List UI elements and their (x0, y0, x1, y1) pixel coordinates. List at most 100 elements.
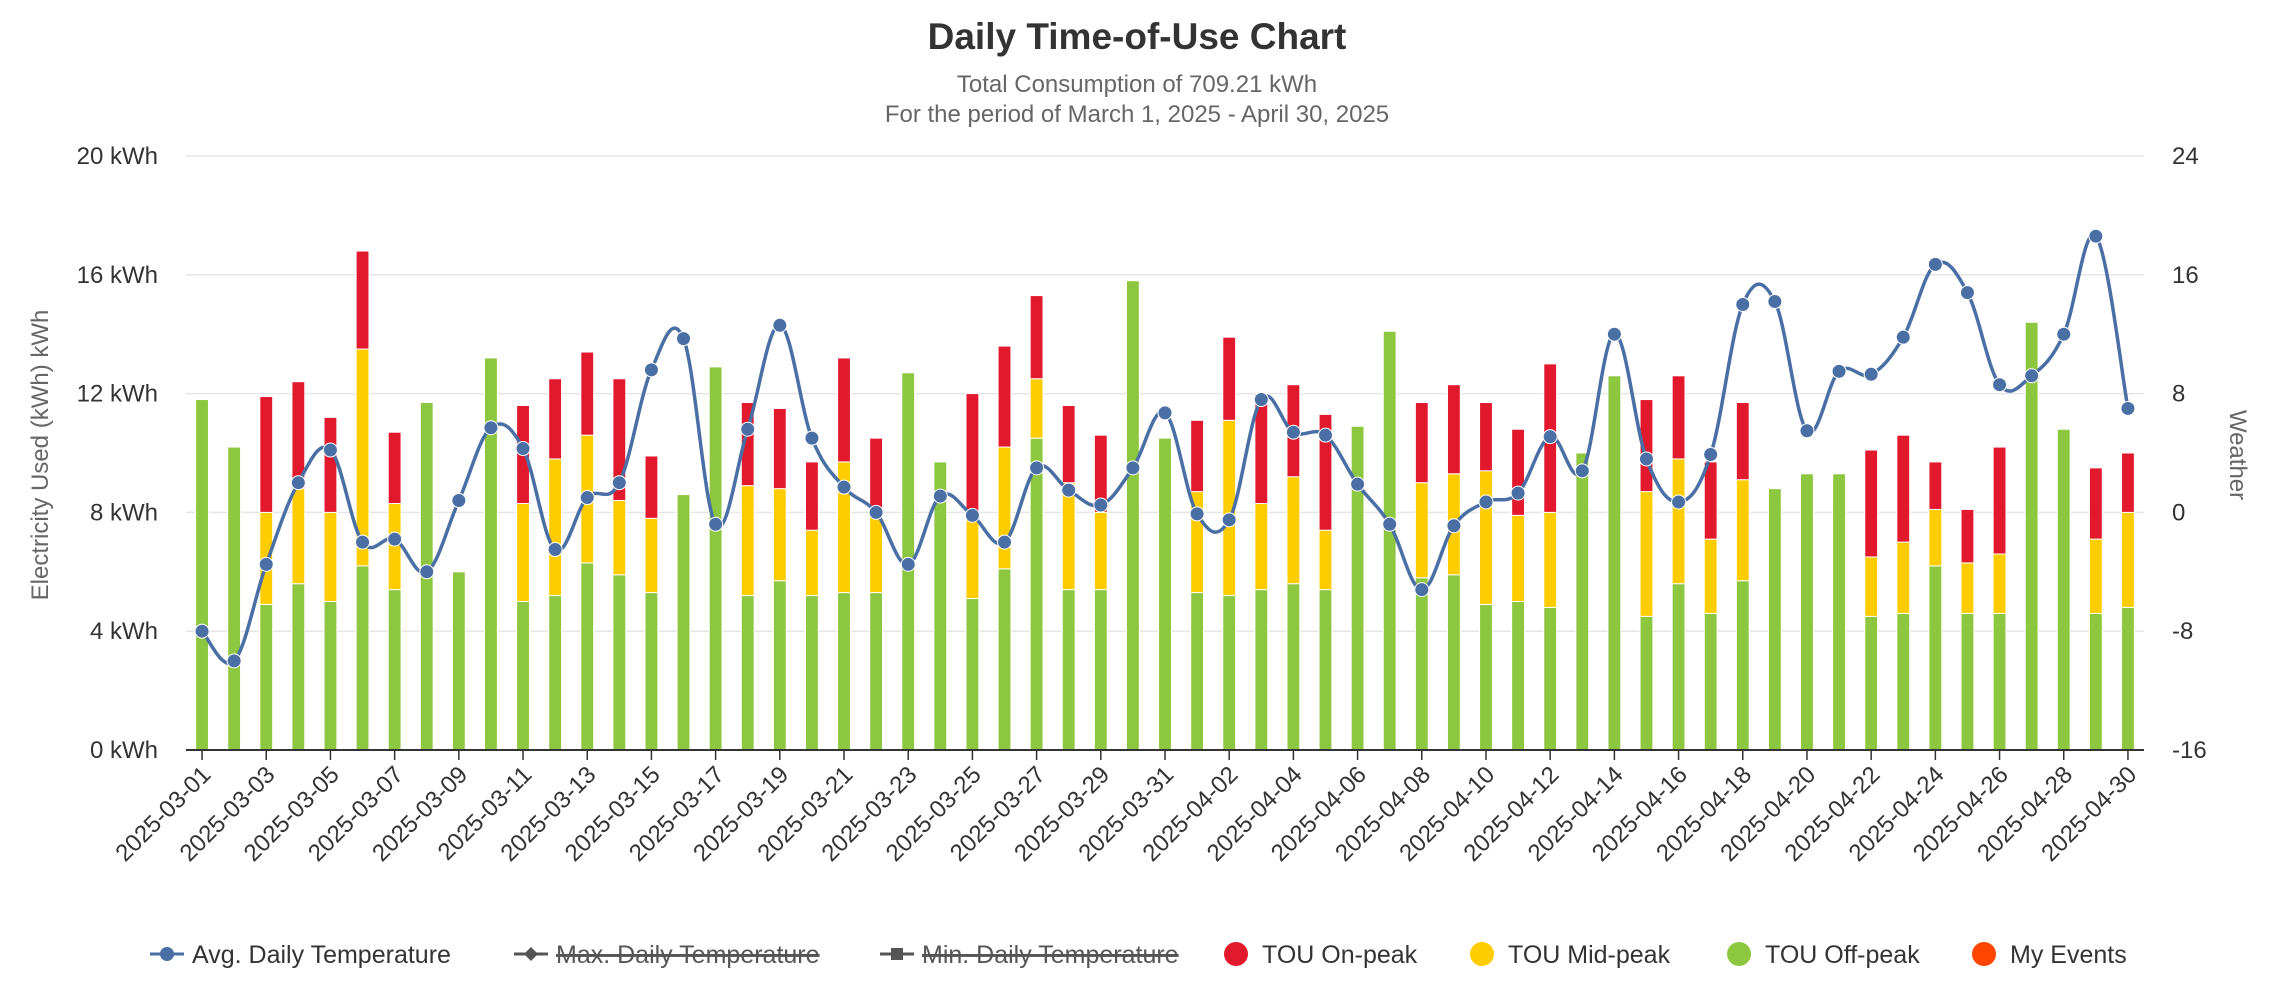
bar-segment-tou-on-peak[interactable] (1318, 413, 1333, 531)
temperature-point[interactable] (1895, 329, 1911, 345)
temperature-point[interactable] (1959, 285, 1975, 301)
temperature-point[interactable] (1831, 363, 1847, 379)
bar-segment-tou-on-peak[interactable] (387, 431, 402, 504)
temperature-point[interactable] (997, 534, 1013, 550)
bar-segment-tou-off-peak[interactable] (1286, 583, 1301, 751)
bar-segment-tou-off-peak[interactable] (1382, 330, 1397, 751)
temperature-point[interactable] (515, 441, 531, 457)
bar-segment-tou-mid-peak[interactable] (1318, 529, 1333, 591)
bar-segment-tou-off-peak[interactable] (1511, 601, 1526, 751)
bar-segment-tou-mid-peak[interactable] (1960, 562, 1975, 614)
bar-segment-tou-mid-peak[interactable] (1286, 476, 1301, 585)
bar-segment-tou-off-peak[interactable] (2088, 612, 2103, 751)
bar-segment-tou-off-peak[interactable] (1061, 589, 1076, 751)
temperature-point[interactable] (804, 430, 820, 446)
bar-segment-tou-off-peak[interactable] (1125, 280, 1140, 751)
temperature-point[interactable] (1767, 294, 1783, 310)
temperature-point[interactable] (258, 556, 274, 572)
bar-segment-tou-off-peak[interactable] (259, 603, 274, 751)
bar-segment-tou-off-peak[interactable] (644, 592, 659, 751)
bar-segment-tou-off-peak[interactable] (516, 601, 530, 751)
bar-segment-tou-mid-peak[interactable] (323, 511, 338, 603)
bar-segment-tou-mid-peak[interactable] (1639, 491, 1654, 617)
temperature-point[interactable] (579, 490, 595, 506)
bar-segment-tou-on-peak[interactable] (1960, 508, 1975, 564)
bar-segment-tou-on-peak[interactable] (772, 407, 787, 490)
temperature-point[interactable] (676, 331, 692, 347)
bar-segment-tou-off-peak[interactable] (612, 574, 627, 751)
bar-segment-tou-off-peak[interactable] (1093, 589, 1108, 751)
temperature-point[interactable] (1671, 494, 1687, 510)
legend-item-min-daily-temperature[interactable]: Min. Daily Temperature (880, 941, 1179, 969)
bar-segment-tou-mid-peak[interactable] (1735, 479, 1750, 582)
temperature-point[interactable] (1029, 460, 1045, 476)
legend-item-tou-mid-peak[interactable]: TOU Mid-peak (1470, 941, 1671, 969)
bar-segment-tou-on-peak[interactable] (1190, 419, 1205, 493)
bar-segment-tou-off-peak[interactable] (1254, 589, 1269, 751)
temperature-point[interactable] (611, 475, 627, 491)
bar-segment-tou-on-peak[interactable] (1735, 402, 1750, 481)
bar-segment-tou-off-peak[interactable] (1479, 603, 1493, 751)
bar-segment-tou-off-peak[interactable] (1414, 577, 1429, 751)
bar-segment-tou-on-peak[interactable] (580, 351, 595, 436)
bar-segment-tou-off-peak[interactable] (387, 589, 402, 751)
bar-segment-tou-mid-peak[interactable] (804, 529, 819, 597)
bar-segment-tou-mid-peak[interactable] (1414, 482, 1429, 579)
legend-item-avg-daily-temperature[interactable]: Avg. Daily Temperature (150, 941, 451, 969)
bar-segment-tou-on-peak[interactable] (837, 357, 851, 463)
temperature-point[interactable] (355, 534, 371, 550)
bar-segment-tou-mid-peak[interactable] (1254, 502, 1269, 591)
bar-segment-tou-off-peak[interactable] (1767, 488, 1782, 751)
bar-segment-tou-off-peak[interactable] (2121, 606, 2135, 751)
bar-segment-tou-mid-peak[interactable] (1029, 378, 1044, 439)
bar-segment-tou-on-peak[interactable] (1446, 384, 1461, 475)
bar-segment-tou-mid-peak[interactable] (291, 488, 306, 585)
temperature-point[interactable] (1478, 494, 1494, 510)
temperature-point[interactable] (483, 420, 499, 436)
bar-segment-tou-mid-peak[interactable] (772, 488, 787, 582)
bar-segment-tou-off-peak[interactable] (1864, 615, 1879, 751)
bar-segment-tou-off-peak[interactable] (1735, 580, 1750, 751)
bar-segment-tou-on-peak[interactable] (548, 378, 563, 460)
legend-item-max-daily-temperature[interactable]: Max. Daily Temperature (514, 941, 820, 969)
temperature-point[interactable] (1799, 423, 1815, 439)
temperature-point[interactable] (226, 653, 242, 669)
bar-segment-tou-on-peak[interactable] (259, 396, 274, 513)
bar-segment-tou-on-peak[interactable] (323, 416, 338, 513)
bar-segment-tou-mid-peak[interactable] (997, 446, 1012, 570)
temperature-point[interactable] (1510, 485, 1526, 501)
bar-segment-tou-mid-peak[interactable] (644, 517, 659, 594)
bar-segment-tou-off-peak[interactable] (580, 562, 595, 751)
bar-segment-tou-mid-peak[interactable] (1896, 541, 1911, 614)
temperature-point[interactable] (708, 516, 724, 532)
bar-segment-tou-mid-peak[interactable] (740, 485, 755, 597)
bar-segment-tou-off-peak[interactable] (804, 595, 819, 751)
temperature-point[interactable] (322, 442, 338, 458)
bar-segment-tou-off-peak[interactable] (1703, 612, 1718, 751)
temperature-point[interactable] (547, 542, 563, 558)
temperature-point[interactable] (1061, 482, 1077, 498)
bar-segment-tou-on-peak[interactable] (997, 345, 1012, 448)
temperature-point[interactable] (1093, 497, 1109, 513)
bar-segment-tou-mid-peak[interactable] (1864, 556, 1879, 617)
bar-segment-tou-off-peak[interactable] (195, 399, 209, 751)
bar-segment-tou-off-peak[interactable] (1575, 452, 1590, 751)
bar-segment-tou-off-peak[interactable] (291, 583, 306, 751)
bar-segment-tou-off-peak[interactable] (484, 357, 498, 751)
bar-segment-tou-mid-peak[interactable] (2088, 538, 2103, 614)
bar-segment-tou-mid-peak[interactable] (1093, 511, 1108, 591)
bar-segment-tou-on-peak[interactable] (1671, 375, 1686, 460)
bar-segment-tou-off-peak[interactable] (355, 565, 370, 751)
temperature-point[interactable] (290, 475, 306, 491)
bar-segment-tou-on-peak[interactable] (2121, 452, 2135, 513)
bar-segment-tou-mid-peak[interactable] (548, 458, 563, 597)
bar-segment-tou-on-peak[interactable] (1414, 402, 1429, 484)
bar-segment-tou-off-peak[interactable] (1607, 375, 1622, 751)
bar-segment-tou-off-peak[interactable] (965, 598, 980, 751)
legend-item-tou-off-peak[interactable]: TOU Off-peak (1727, 941, 1920, 969)
bar-segment-tou-off-peak[interactable] (1832, 473, 1846, 751)
bar-segment-tou-off-peak[interactable] (1222, 595, 1237, 751)
bar-segment-tou-off-peak[interactable] (1896, 612, 1911, 751)
bar-segment-tou-mid-peak[interactable] (1511, 514, 1526, 602)
temperature-point[interactable] (451, 493, 467, 509)
